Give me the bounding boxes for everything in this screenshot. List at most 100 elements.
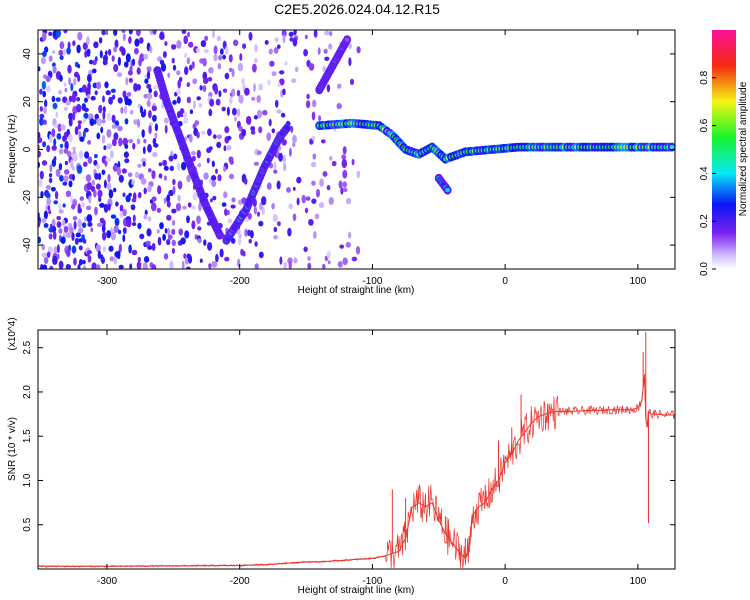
- noise-speck: [55, 97, 61, 102]
- noise-speck: [151, 196, 157, 202]
- spectrogram-x-label: Height of straight line (km): [298, 285, 415, 296]
- noise-speck: [307, 256, 311, 261]
- noise-speck: [288, 203, 294, 210]
- noise-speck: [124, 61, 129, 68]
- noise-speck: [111, 55, 115, 62]
- noise-speck: [296, 176, 302, 184]
- noise-speck: [152, 151, 158, 158]
- noise-speck: [117, 97, 123, 104]
- noise-speck: [52, 65, 57, 74]
- noise-speck: [105, 90, 111, 96]
- colorbar-tick-label: 0.0: [699, 262, 710, 276]
- noise-speck: [355, 246, 361, 255]
- noise-speck: [230, 237, 236, 244]
- noise-speck: [233, 39, 239, 47]
- noise-speck: [62, 219, 66, 227]
- noise-speck: [272, 214, 278, 223]
- noise-speck: [314, 213, 320, 220]
- noise-speck: [196, 131, 200, 139]
- noise-speck: [54, 190, 59, 200]
- noise-speck: [104, 179, 107, 189]
- noise-speck: [86, 214, 93, 223]
- noise-speck: [283, 261, 288, 269]
- noise-speck: [277, 221, 281, 227]
- noise-speck: [92, 59, 97, 66]
- noise-speck: [188, 134, 193, 143]
- noise-speck: [228, 67, 233, 72]
- noise-speck: [94, 154, 98, 159]
- noise-speck: [171, 228, 176, 235]
- noise-speck: [207, 128, 212, 136]
- noise-speck: [146, 70, 151, 80]
- noise-speck: [231, 107, 237, 116]
- noise-speck: [304, 207, 309, 214]
- noise-speck: [186, 96, 191, 104]
- noise-speck: [151, 264, 157, 269]
- noise-speck: [87, 254, 92, 263]
- noise-speck: [102, 231, 107, 241]
- noise-speck: [279, 78, 285, 86]
- noise-speck: [136, 67, 141, 75]
- noise-speck: [196, 48, 200, 53]
- spectrogram-y-tick-label: 0: [22, 146, 33, 152]
- noise-speck: [146, 66, 152, 72]
- noise-speck: [142, 262, 148, 269]
- noise-speck: [101, 256, 105, 264]
- noise-speck: [72, 216, 78, 221]
- noise-speck: [347, 231, 352, 239]
- noise-speck: [95, 264, 101, 269]
- noise-speck: [178, 228, 184, 236]
- noise-speck: [101, 134, 106, 144]
- noise-speck: [128, 30, 133, 35]
- noise-speck: [77, 264, 81, 269]
- noise-speck: [76, 164, 83, 174]
- noise-speck: [236, 108, 241, 117]
- noise-speck: [106, 182, 112, 191]
- noise-speck: [55, 168, 61, 177]
- noise-speck: [258, 83, 264, 91]
- noise-speck: [156, 229, 160, 234]
- noise-speck: [306, 93, 310, 100]
- colorbar-tick-label: 0.8: [699, 70, 710, 84]
- noise-speck: [192, 123, 197, 130]
- noise-speck: [52, 102, 58, 110]
- noise-speck: [49, 164, 53, 173]
- noise-speck: [108, 96, 113, 105]
- noise-speck: [86, 205, 92, 211]
- noise-speck: [204, 35, 209, 41]
- noise-speck: [356, 46, 361, 54]
- noise-speck: [190, 151, 196, 156]
- noise-speck: [64, 87, 68, 93]
- noise-speck: [81, 202, 85, 208]
- noise-speck: [137, 163, 142, 168]
- noise-speck: [136, 84, 141, 91]
- noise-speck: [258, 251, 264, 259]
- noise-speck: [348, 57, 352, 67]
- noise-speck: [311, 180, 316, 186]
- noise-speck: [222, 88, 228, 93]
- noise-speck: [193, 100, 196, 110]
- snr-jitter-line: [38, 377, 675, 569]
- track-core: [445, 187, 450, 193]
- noise-speck: [339, 244, 345, 249]
- track-core: [217, 232, 223, 238]
- snr-y-tick-label: 2.5: [22, 340, 33, 354]
- noise-speck: [110, 231, 116, 241]
- noise-speck: [199, 85, 203, 91]
- noise-speck: [63, 225, 69, 233]
- noise-speck: [162, 159, 168, 167]
- noise-speck: [188, 41, 194, 48]
- noise-speck: [110, 88, 116, 94]
- noise-speck: [329, 156, 333, 161]
- noise-speck: [113, 30, 118, 36]
- noise-speck: [276, 180, 281, 190]
- noise-speck: [256, 150, 262, 155]
- noise-speck: [128, 138, 134, 144]
- noise-speck: [243, 178, 248, 185]
- noise-speck: [96, 163, 100, 170]
- noise-speck: [304, 34, 308, 40]
- noise-speck: [127, 70, 133, 76]
- noise-speck: [58, 49, 64, 56]
- noise-speck: [96, 222, 103, 227]
- noise-speck: [68, 180, 73, 188]
